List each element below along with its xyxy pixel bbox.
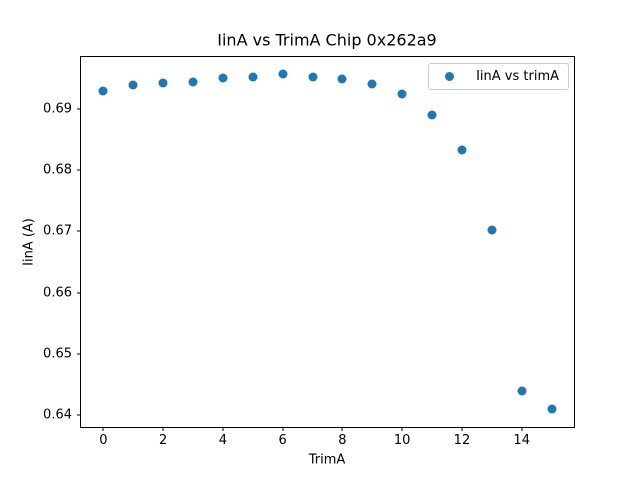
legend-marker-icon [445, 72, 455, 81]
data-point [457, 145, 467, 155]
data-point [427, 110, 437, 120]
x-axis-label: TrimA [308, 452, 346, 468]
x-axis-tick [102, 427, 104, 431]
y-axis-tick-label: 0.64 [43, 407, 72, 423]
data-point [397, 89, 407, 99]
x-axis-tick-label: 12 [453, 433, 471, 448]
y-axis-tick-label: 0.67 [43, 223, 72, 239]
x-axis-tick-label: 10 [393, 433, 411, 448]
legend: IinA vs trimA [428, 63, 569, 90]
data-point [367, 79, 377, 89]
x-axis-tick-label: 8 [338, 433, 347, 448]
data-point [218, 73, 228, 83]
chart-title: IinA vs TrimA Chip 0x262a9 [217, 30, 437, 50]
x-axis-tick-label: 4 [218, 433, 228, 448]
x-axis-tick [461, 427, 463, 431]
x-axis-tick [222, 427, 224, 431]
x-axis-tick [282, 427, 284, 431]
y-axis-tick [77, 169, 81, 171]
plot-area: IinA vs trimA 0 2 4 6 8 10 12 14 0.64 0.65 0.66 0.6… [43, 56, 575, 448]
data-point [547, 404, 557, 414]
data-point [98, 86, 108, 96]
x-axis-tick-label: 14 [513, 433, 530, 448]
data-point [308, 72, 318, 82]
data-point [487, 225, 497, 235]
x-axis-tick [521, 427, 523, 431]
y-axis-tick-label: 0.68 [43, 162, 72, 178]
y-axis-label: IinA (A) [21, 218, 37, 266]
data-point [158, 78, 168, 88]
y-axis-tick-label: 0.66 [43, 285, 72, 301]
x-axis-tick-label: 0 [99, 433, 108, 448]
data-point [337, 74, 347, 84]
y-axis-tick [77, 353, 81, 355]
x-axis-tick-label: 6 [278, 433, 287, 448]
x-axis-tick [162, 427, 164, 431]
y-axis-tick [77, 230, 81, 232]
x-axis-tick [401, 427, 403, 431]
y-axis-tick-label: 0.65 [43, 346, 72, 362]
data-point [128, 80, 138, 90]
legend-label: IinA vs trimA [476, 69, 559, 84]
data-point [248, 72, 258, 82]
x-axis-tick [341, 427, 343, 431]
y-axis-tick [77, 414, 81, 416]
y-axis-tick [77, 108, 81, 110]
data-point [188, 77, 198, 87]
data-point [517, 386, 527, 396]
data-point [278, 69, 288, 79]
y-axis-tick-label: 0.69 [43, 101, 72, 117]
x-axis-tick-label: 2 [159, 433, 168, 448]
y-axis-tick [77, 292, 81, 294]
